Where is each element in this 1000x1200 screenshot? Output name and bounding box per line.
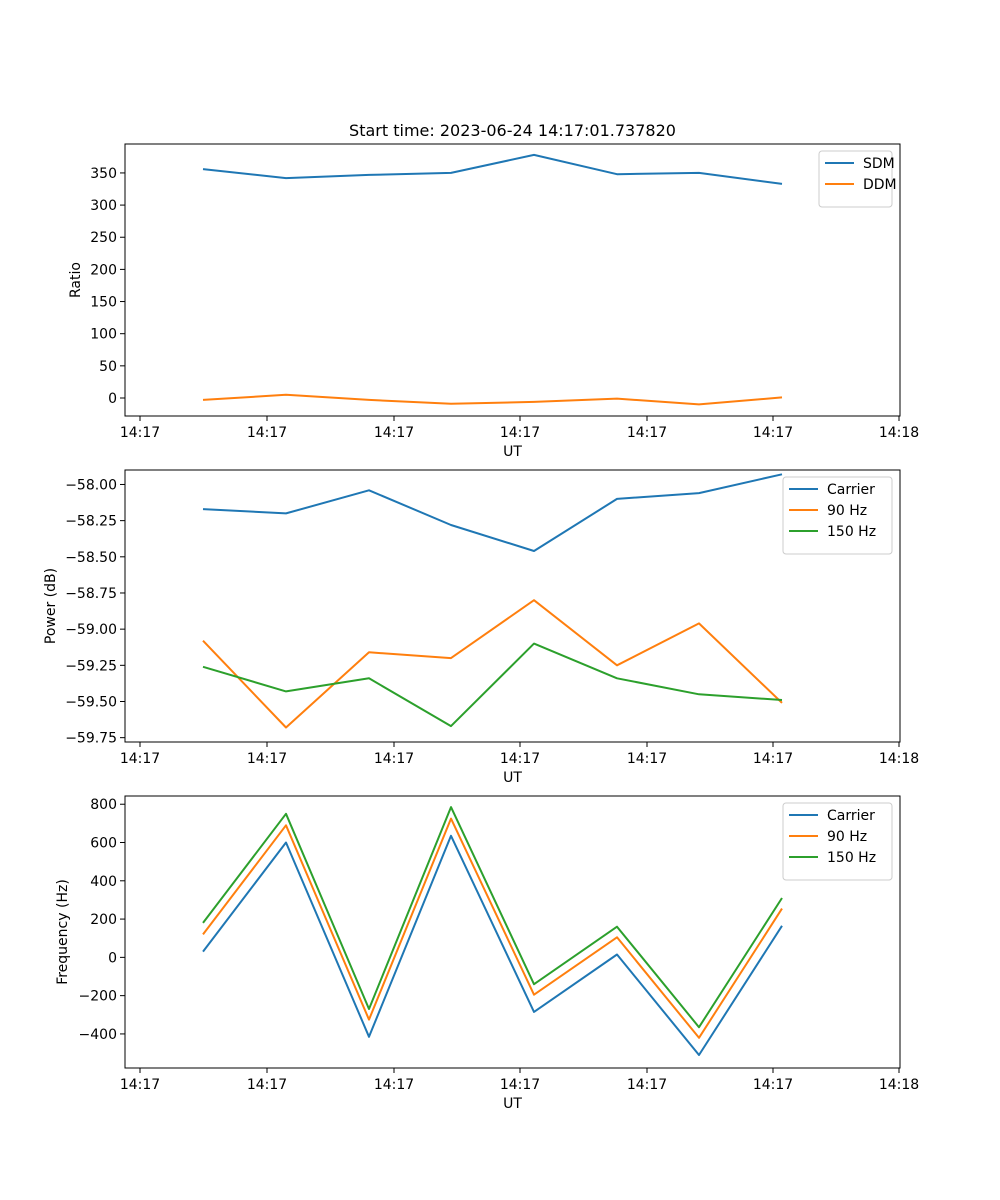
x-axis-label: UT bbox=[503, 770, 522, 786]
legend-box bbox=[782, 802, 893, 881]
axes-frame bbox=[124, 795, 901, 1069]
x-tick-label: 14:18 bbox=[879, 425, 919, 441]
y-tick-label: 200 bbox=[90, 912, 117, 928]
y-tick-label: −58.00 bbox=[65, 477, 117, 493]
y-tick-label: 800 bbox=[90, 797, 117, 813]
series-line-90-hz bbox=[202, 817, 783, 1039]
y-tick-label: 300 bbox=[90, 198, 117, 214]
legend: SDM DDM bbox=[818, 150, 897, 208]
axes-frame bbox=[124, 143, 901, 417]
y-tick-label: −59.25 bbox=[65, 658, 117, 674]
legend-box bbox=[818, 150, 893, 208]
x-tick-label: 14:17 bbox=[753, 425, 793, 441]
x-tick-label: 14:17 bbox=[374, 425, 414, 441]
series-line-ddm bbox=[202, 393, 783, 406]
chart-panels: 0 50 100 150 200 250 300 350 14:17 14:17 14:17 14:1… bbox=[43, 143, 919, 1112]
series-line-carrier bbox=[202, 473, 783, 552]
y-tick-label: 150 bbox=[90, 295, 117, 311]
legend-label: DDM bbox=[863, 177, 897, 193]
legend-label: 150 Hz bbox=[827, 850, 876, 866]
y-tick-label: −59.50 bbox=[65, 694, 117, 710]
legend: Carrier 90 Hz 150 Hz bbox=[782, 476, 893, 555]
chart-panel-1: 0 50 100 150 200 250 300 350 14:17 14:17 14:17 14:1… bbox=[68, 143, 919, 460]
x-tick-label: 14:17 bbox=[627, 751, 667, 767]
x-tick-label: 14:18 bbox=[879, 751, 919, 767]
y-tick-label: 0 bbox=[108, 950, 117, 966]
legend-label: Carrier bbox=[827, 482, 875, 498]
y-axis-label: Power (dB) bbox=[43, 568, 59, 644]
x-axis-label: UT bbox=[503, 1096, 522, 1112]
figure-title: Start time: 2023-06-24 14:17:01.737820 bbox=[349, 121, 676, 140]
legend-label: Carrier bbox=[827, 808, 875, 824]
x-tick-label: 14:17 bbox=[374, 1077, 414, 1093]
y-tick-label: 100 bbox=[90, 327, 117, 343]
legend-box bbox=[782, 476, 893, 555]
x-tick-label: 14:17 bbox=[120, 1077, 160, 1093]
series-line-150-hz bbox=[202, 806, 783, 1029]
legend-label: 150 Hz bbox=[827, 524, 876, 540]
x-tick-label: 14:17 bbox=[627, 1077, 667, 1093]
y-tick-label: 0 bbox=[108, 391, 117, 407]
chart-panel-2: −59.75 −59.50 −59.25 −59.00 −58.75 −58.50 −58.… bbox=[43, 469, 919, 786]
series-line-sdm bbox=[202, 153, 783, 185]
y-tick-label: 200 bbox=[90, 262, 117, 278]
y-axis-label: Frequency (Hz) bbox=[55, 879, 71, 985]
x-tick-label: 14:17 bbox=[120, 425, 160, 441]
x-tick-label: 14:17 bbox=[120, 751, 160, 767]
y-tick-label: −58.25 bbox=[65, 514, 117, 530]
chart-panel-3: −400 −200 0 200 400 600 800 14:17 14:17 14:17 14:1… bbox=[55, 795, 919, 1112]
series-line-150-hz bbox=[202, 642, 783, 728]
y-axis-label: Ratio bbox=[68, 262, 84, 298]
x-tick-label: 14:17 bbox=[500, 425, 540, 441]
y-tick-label: −58.50 bbox=[65, 550, 117, 566]
x-tick-label: 14:17 bbox=[753, 751, 793, 767]
legend-label: 90 Hz bbox=[827, 503, 867, 519]
y-tick-label: 250 bbox=[90, 230, 117, 246]
legend-label: SDM bbox=[863, 156, 895, 172]
x-tick-label: 14:17 bbox=[374, 751, 414, 767]
series-line-carrier bbox=[202, 834, 783, 1056]
y-tick-label: 600 bbox=[90, 836, 117, 852]
x-tick-label: 14:17 bbox=[247, 751, 287, 767]
x-tick-label: 14:17 bbox=[247, 1077, 287, 1093]
y-tick-label: 400 bbox=[90, 874, 117, 890]
legend-label: 90 Hz bbox=[827, 829, 867, 845]
y-tick-label: 50 bbox=[99, 359, 117, 375]
y-tick-label: −58.75 bbox=[65, 586, 117, 602]
y-tick-label: −400 bbox=[79, 1027, 117, 1043]
x-tick-label: 14:18 bbox=[879, 1077, 919, 1093]
x-tick-label: 14:17 bbox=[247, 425, 287, 441]
series-line-90-hz bbox=[202, 599, 783, 729]
y-tick-label: −59.75 bbox=[65, 731, 117, 747]
y-tick-label: −200 bbox=[79, 989, 117, 1005]
x-axis-label: UT bbox=[503, 444, 522, 460]
x-tick-label: 14:17 bbox=[753, 1077, 793, 1093]
y-tick-label: 350 bbox=[90, 166, 117, 182]
axes-frame bbox=[124, 469, 901, 743]
x-tick-label: 14:17 bbox=[500, 1077, 540, 1093]
x-tick-label: 14:17 bbox=[500, 751, 540, 767]
legend: Carrier 90 Hz 150 Hz bbox=[782, 802, 893, 881]
x-tick-label: 14:17 bbox=[627, 425, 667, 441]
y-tick-label: −59.00 bbox=[65, 622, 117, 638]
